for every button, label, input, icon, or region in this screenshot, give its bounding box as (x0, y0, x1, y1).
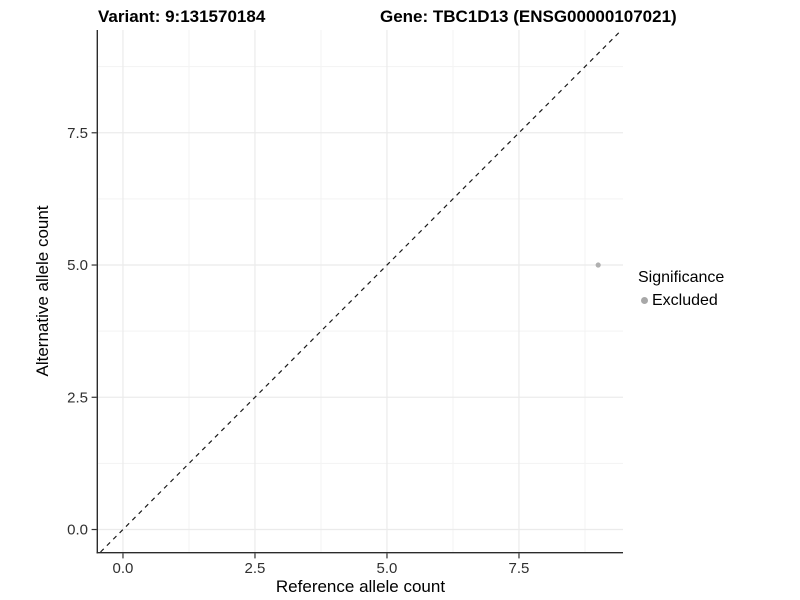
legend: Significance Excluded (638, 268, 724, 310)
svg-text:5.0: 5.0 (377, 560, 398, 577)
legend-point-icon (641, 297, 648, 304)
variant-title: Variant: 9:131570184 (98, 7, 266, 26)
svg-text:5.0: 5.0 (67, 257, 88, 274)
svg-text:2.5: 2.5 (67, 389, 88, 406)
svg-text:0.0: 0.0 (67, 522, 88, 539)
svg-text:0.0: 0.0 (113, 560, 134, 577)
svg-text:7.5: 7.5 (509, 560, 530, 577)
svg-text:7.5: 7.5 (67, 125, 88, 142)
legend-entry-label: Excluded (652, 292, 718, 309)
legend-entry-excluded: Excluded (638, 291, 724, 310)
svg-text:Reference allele count: Reference allele count (276, 577, 445, 596)
legend-title: Significance (638, 269, 725, 286)
gene-title: Gene: TBC1D13 (ENSG00000107021) (380, 7, 677, 26)
svg-text:2.5: 2.5 (245, 560, 266, 577)
svg-text:Alternative allele count: Alternative allele count (33, 205, 52, 376)
